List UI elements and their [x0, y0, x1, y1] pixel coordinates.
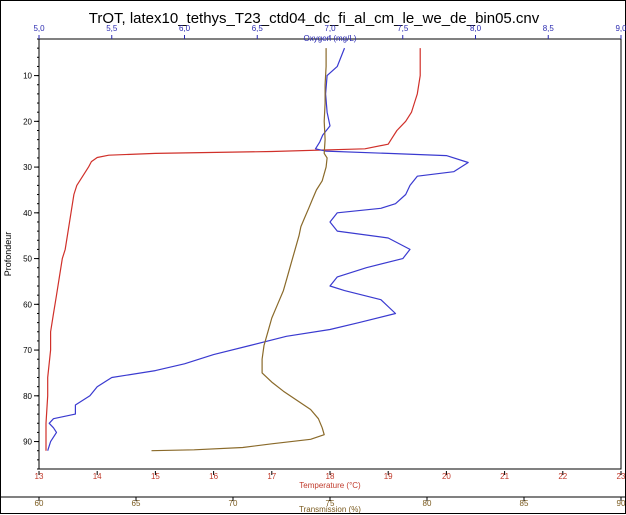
transmission-tick-label: 65	[132, 499, 141, 508]
transmission-tick-label: 60	[35, 499, 44, 508]
transmission-tick-label: 75	[326, 499, 335, 508]
y-tick-label: 90	[23, 438, 32, 447]
temperature-tick-label: 17	[267, 472, 276, 481]
oxygen-tick-label: 7,0	[324, 24, 336, 33]
y-axis-label: Profondeur	[3, 232, 13, 277]
plot-frame	[38, 38, 622, 470]
y-tick-label: 10	[23, 72, 32, 81]
chart-title: TrOT, latex10_tethys_T23_ctd04_dc_fi_al_…	[89, 10, 540, 27]
oxygen-profile-line	[47, 47, 469, 451]
y-tick-label: 30	[23, 163, 32, 172]
temperature-tick-label: 13	[35, 472, 44, 481]
y-tick-label: 70	[23, 346, 32, 355]
y-tick-label: 60	[23, 300, 32, 309]
y-tick-label: 80	[23, 392, 32, 401]
oxygen-axis-title: Oxygen (mg/L)	[304, 34, 357, 43]
temperature-profile-line	[45, 48, 421, 451]
transmission-tick-label: 80	[423, 499, 432, 508]
oxygen-tick-label: 9,0	[615, 24, 626, 33]
temperature-tick-label: 22	[558, 472, 567, 481]
oxygen-tick-label: 6,5	[252, 24, 264, 33]
axes-layer: 10 20 30 40 50 60 70 80 90 5,0 5,5 6,0 6,5 7,0 7,5 8,0 8…	[23, 24, 626, 514]
temperature-tick-label: 18	[326, 472, 335, 481]
temperature-tick-label: 15	[151, 472, 160, 481]
transmission-axis-title: Transmission (%)	[299, 505, 361, 514]
transmission-profile-line	[151, 48, 328, 452]
temperature-tick-label: 14	[93, 472, 102, 481]
temperature-tick-label: 21	[500, 472, 509, 481]
transmission-tick-label: 70	[229, 499, 238, 508]
oxygen-tick-label: 8,5	[543, 24, 555, 33]
series-layer	[45, 47, 469, 452]
oxygen-tick-label: 6,0	[179, 24, 191, 33]
temperature-tick-label: 19	[384, 472, 393, 481]
oxygen-tick-label: 8,0	[470, 24, 482, 33]
oxygen-tick-label: 5,5	[106, 24, 118, 33]
temperature-tick-label: 23	[617, 472, 626, 481]
temperature-tick-label: 16	[209, 472, 218, 481]
y-tick-label: 20	[23, 117, 32, 126]
transmission-tick-label: 90	[617, 499, 626, 508]
temperature-axis-title: Temperature (°C)	[299, 481, 361, 490]
temperature-tick-label: 20	[442, 472, 451, 481]
oxygen-tick-label: 7,5	[397, 24, 409, 33]
y-tick-label: 50	[23, 255, 32, 264]
y-tick-label: 40	[23, 209, 32, 218]
oxygen-tick-label: 5,0	[33, 24, 45, 33]
transmission-tick-label: 85	[520, 499, 529, 508]
